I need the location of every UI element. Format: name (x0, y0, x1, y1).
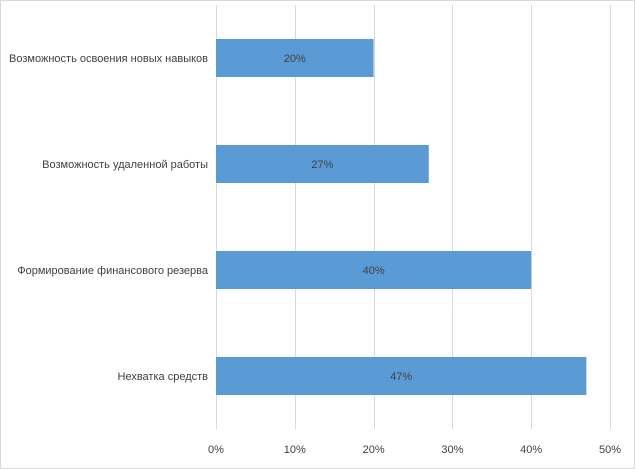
data-label: 40% (363, 265, 385, 277)
bar (216, 145, 429, 183)
category-label: Формирование финансового резерва (17, 265, 209, 277)
y-axis-categories: Возможность освоения новых навыков Возмож… (9, 53, 209, 383)
data-label: 20% (284, 53, 306, 65)
x-tick-label: 10% (284, 444, 306, 456)
bar (216, 251, 532, 289)
bar (216, 39, 374, 77)
x-tick-label: 0% (208, 444, 224, 456)
category-label: Нехватка средств (118, 371, 209, 383)
data-label: 47% (390, 371, 412, 383)
x-tick-label: 50% (599, 444, 621, 456)
category-label: Возможность освоения новых навыков (9, 53, 208, 65)
category-label: Возможность удаленной работы (42, 159, 208, 171)
data-label: 27% (311, 159, 333, 171)
labels-layer: 20% 27% 40% 47% (284, 53, 413, 383)
bars-layer (216, 39, 587, 395)
x-tick-label: 30% (441, 444, 463, 456)
x-tick-label: 20% (363, 444, 385, 456)
bar (216, 357, 587, 395)
x-tick-label: 40% (520, 444, 542, 456)
x-axis-ticks: 0% 10% 20% 30% 40% 50% (208, 444, 621, 456)
